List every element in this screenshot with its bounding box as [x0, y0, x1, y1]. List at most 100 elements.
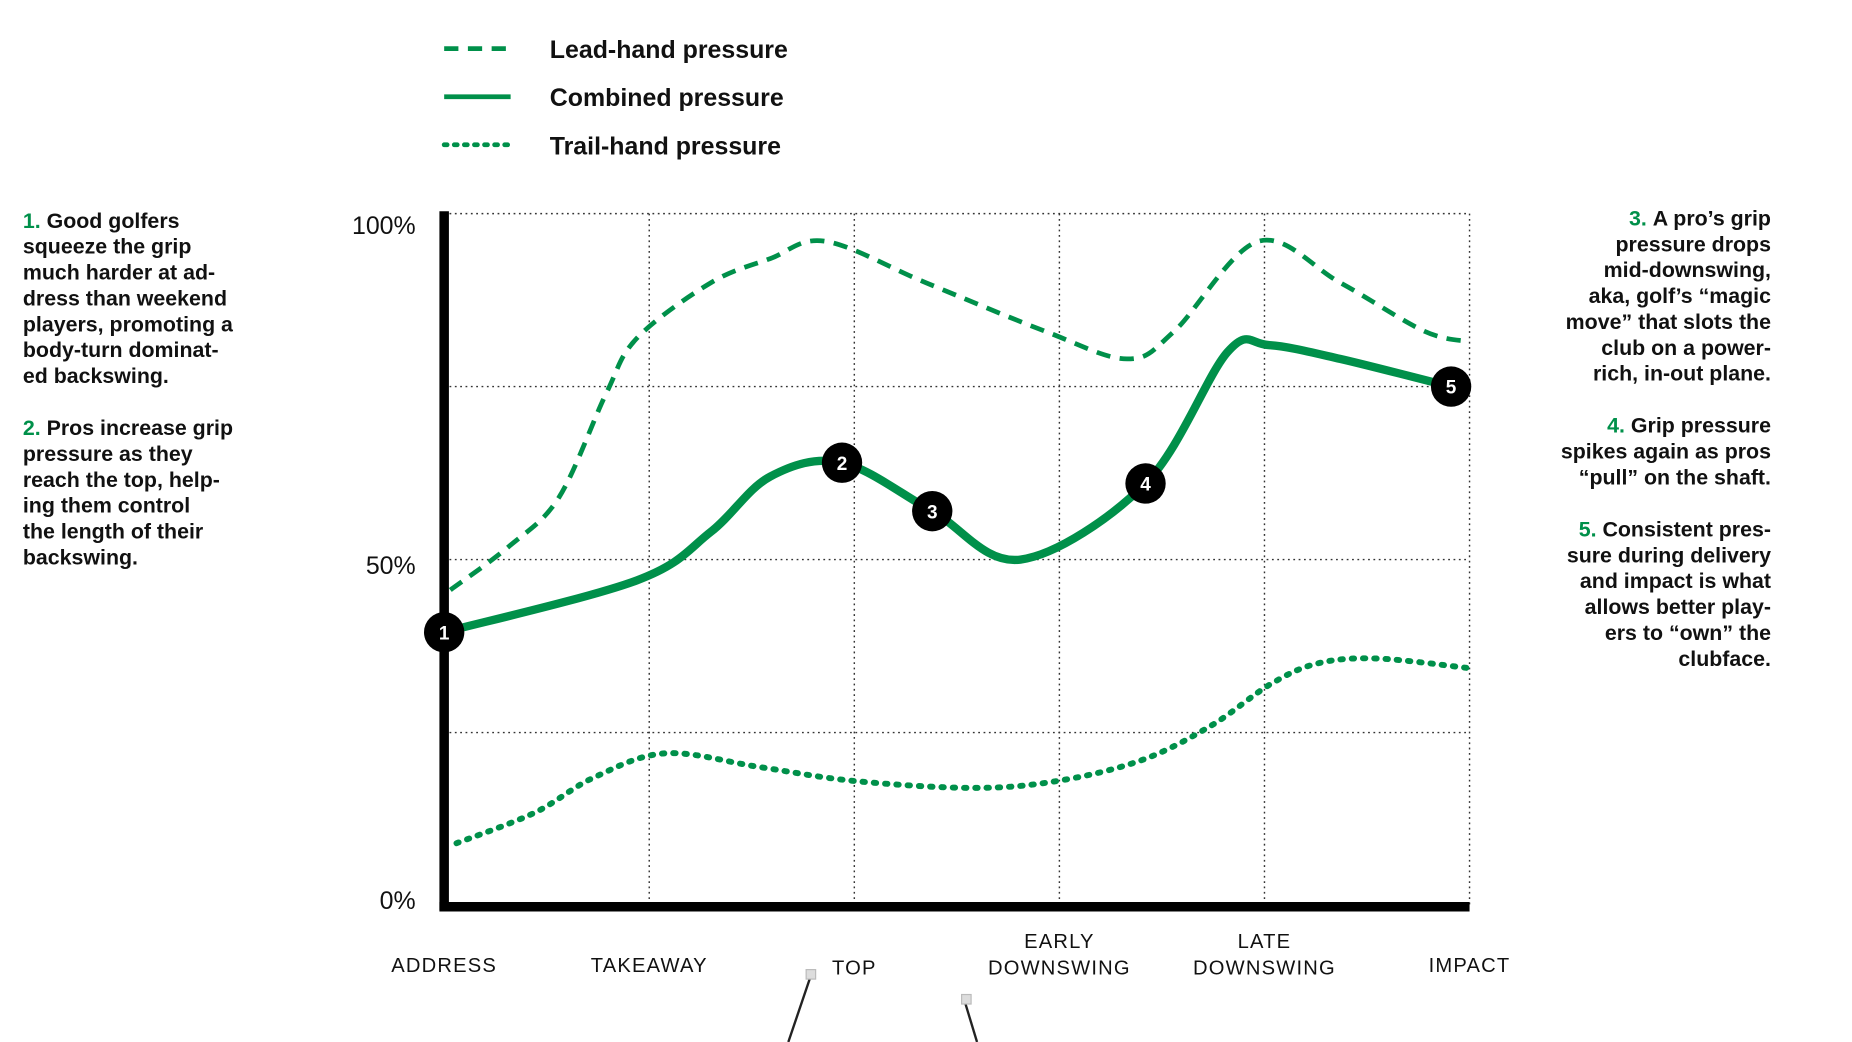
annotation-line: club on a power- [1601, 336, 1771, 360]
annotation-text: body-turn dominat- [23, 338, 219, 362]
marker-label: 1 [439, 623, 450, 644]
x-category-line: EARLY [1024, 931, 1095, 953]
annotation-line: dress than weekend [23, 286, 227, 310]
marker-2: 2 [821, 442, 863, 483]
annotation-text: “pull” on the shaft. [1579, 465, 1771, 489]
annotation-number: 5. [1579, 517, 1603, 541]
annotation-1: 1. Good golfers squeeze the grip much hard… [23, 209, 234, 388]
marker-label: 3 [927, 502, 938, 523]
annotation-number: 1. [23, 209, 47, 233]
x-category-label: LATE DOWNSWING [1193, 931, 1336, 979]
annotation-text: ing them control [23, 494, 190, 518]
x-category-label: TAKEAWAY [591, 955, 708, 977]
annotation-text: players, promoting a [23, 312, 234, 336]
annotation-text: pressure drops [1615, 232, 1771, 256]
legend-label: Lead-hand pressure [550, 36, 788, 64]
annotation-line: much harder at ad- [23, 261, 215, 285]
x-category-line: TAKEAWAY [591, 955, 708, 977]
annotation-text: much harder at ad- [23, 261, 215, 285]
numbered-markers: 1 2 3 4 5 [423, 366, 1472, 653]
annotation-text: ers to “own” the [1605, 621, 1771, 645]
annotation-text: reach the top, help- [23, 468, 220, 492]
series-line-lead-hand-pressure [448, 237, 1471, 592]
annotation-line: 4. Grip pressure [1607, 414, 1771, 438]
legend-label: Trail-hand pressure [550, 132, 781, 160]
series-lines [443, 237, 1473, 847]
annotation-line: 2. Pros increase grip [23, 416, 233, 440]
y-tick-labels: 100% 50% 0% [352, 212, 416, 915]
y-tick-label: 0% [380, 887, 416, 915]
annotation-text: and impact is what [1580, 569, 1771, 593]
series-line-trail-hand-pressure [453, 655, 1473, 847]
annotation-line: squeeze the grip [23, 235, 192, 259]
annotation-text: Grip pressure [1631, 414, 1771, 438]
x-category-labels: ADDRESS TAKEAWAY TOP EARLY DOWNSWING LATE DOWN… [391, 931, 1509, 979]
annotation-line: 3. A pro’s grip [1629, 206, 1771, 230]
annotation-line: 5. Consistent pres- [1579, 517, 1771, 541]
x-category-line: TOP [832, 957, 877, 979]
annotation-line: body-turn dominat- [23, 338, 219, 362]
annotation-text: clubface. [1678, 647, 1771, 671]
marker-label: 5 [1446, 378, 1457, 399]
annotation-2: 2. Pros increase grip pressure as they rea… [23, 416, 233, 569]
marker-circle [423, 612, 465, 653]
annotation-line: aka, golf’s “magic [1589, 284, 1772, 308]
annotation-text: backswing. [23, 545, 138, 569]
x-category-label: TOP [832, 957, 877, 979]
y-tick-label: 50% [366, 552, 416, 580]
x-category-line: DOWNSWING [1193, 957, 1336, 979]
annotation-line: rich, in-out plane. [1593, 362, 1771, 386]
marker-circle [912, 490, 953, 532]
annotation-line: spikes again as pros [1561, 440, 1771, 464]
annotations-left: 1. Good golfers squeeze the grip much hard… [23, 209, 234, 570]
annotation-number: 3. [1629, 206, 1653, 230]
marker-5: 5 [1430, 366, 1472, 407]
annotation-text: aka, golf’s “magic [1589, 284, 1772, 308]
annotation-line: move” that slots the [1566, 310, 1771, 334]
annotation-text: move” that slots the [1566, 310, 1771, 334]
marker-1: 1 [423, 612, 465, 653]
annotation-text: pressure as they [23, 442, 193, 466]
annotation-4: 4. Grip pressure spikes again as pros “pul… [1561, 414, 1771, 490]
annotation-number: 2. [23, 416, 47, 440]
marker-4: 4 [1125, 463, 1166, 504]
annotation-5: 5. Consistent pres-sure during delivery a… [1567, 517, 1771, 670]
annotation-text: ed backswing. [23, 364, 169, 388]
annotation-text: Pros increase grip [47, 416, 233, 440]
axes [439, 211, 1470, 912]
annotation-text: mid-downswing, [1604, 258, 1771, 282]
annotation-line: 1. Good golfers [23, 209, 180, 233]
annotation-text: dress than weekend [23, 286, 227, 310]
annotation-line: ers to “own” the [1605, 621, 1771, 645]
golf-club-illustration [787, 969, 979, 1042]
gridlines [444, 212, 1471, 906]
marker-circle [1125, 463, 1166, 504]
annotation-line: sure during delivery [1567, 543, 1771, 567]
marker-circle [1430, 366, 1472, 407]
annotation-line: pressure drops [1615, 232, 1771, 256]
x-category-label: EARLY DOWNSWING [988, 931, 1131, 979]
marker-label: 4 [1140, 475, 1151, 496]
annotation-line: ed backswing. [23, 364, 169, 388]
annotation-text: sure during delivery [1567, 543, 1771, 567]
annotation-line: reach the top, help- [23, 468, 220, 492]
annotation-text: club on a power- [1601, 336, 1771, 360]
annotation-text: allows better play- [1585, 595, 1771, 619]
annotation-line: backswing. [23, 545, 138, 569]
annotation-number: 4. [1607, 414, 1631, 438]
marker-3: 3 [912, 490, 953, 532]
series-line-combined-pressure [443, 335, 1471, 637]
annotation-line: mid-downswing, [1604, 258, 1771, 282]
annotation-text: squeeze the grip [23, 235, 192, 259]
x-category-label: ADDRESS [391, 955, 497, 977]
annotation-text: spikes again as pros [1561, 440, 1771, 464]
annotation-text: Good golfers [47, 209, 180, 233]
legend-label: Combined pressure [550, 84, 784, 112]
annotation-line: and impact is what [1580, 569, 1771, 593]
annotation-line: the length of their [23, 520, 203, 544]
x-category-line: ADDRESS [391, 955, 497, 977]
annotation-line: pressure as they [23, 442, 193, 466]
annotation-text: the length of their [23, 520, 203, 544]
annotation-line: “pull” on the shaft. [1579, 465, 1771, 489]
